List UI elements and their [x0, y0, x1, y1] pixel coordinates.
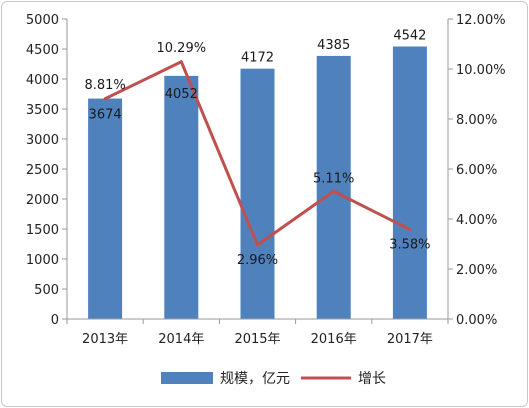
right-tick-label: 12.00% — [456, 13, 506, 28]
right-tick-label: 2.00% — [456, 263, 497, 278]
bar-series — [88, 46, 427, 320]
legend-label-growth: 增长 — [358, 371, 386, 387]
growth-point — [332, 189, 336, 193]
left-tick-label: 3500 — [26, 103, 59, 118]
bar-value-label: 4172 — [241, 51, 274, 66]
bar-value-label: 4052 — [165, 87, 198, 102]
left-tick-label: 4500 — [26, 43, 59, 58]
growth-point — [256, 243, 259, 247]
x-tick-label: 2015年 — [234, 332, 280, 347]
bar — [240, 68, 275, 320]
bar-value-label: 3674 — [89, 108, 122, 123]
legend-label-scale: 规模，亿元 — [220, 371, 290, 387]
bar — [88, 98, 123, 319]
left-tick-label: 2500 — [26, 163, 59, 178]
right-tick-label: 4.00% — [456, 213, 497, 228]
x-tick-label: 2016年 — [311, 332, 357, 347]
axes: 0 500 1000 1500 2000 2500 3000 3500 4000 4500 5000… — [26, 13, 506, 347]
growth-value-label: 10.29% — [157, 41, 207, 56]
data-labels: 3674 4052 4172 4385 4542 8.81% 10.29% 2.96% 5.11… — [84, 28, 430, 268]
bar — [164, 75, 199, 319]
right-tick-label: 10.00% — [456, 63, 506, 78]
legend-swatch-scale — [161, 372, 213, 384]
left-tick-label: 2000 — [26, 193, 59, 208]
x-tick-label: 2014年 — [158, 332, 204, 347]
growth-point — [408, 228, 412, 231]
x-tick-label: 2017年 — [387, 332, 433, 347]
right-tick-label: 8.00% — [456, 113, 497, 128]
left-tick-label: 1000 — [26, 253, 59, 268]
right-tick-label: 6.00% — [456, 163, 497, 178]
left-tick-label: 3000 — [26, 133, 59, 148]
growth-value-label: 5.11% — [313, 171, 354, 186]
x-tick-label: 2013年 — [82, 332, 128, 347]
growth-point — [103, 97, 107, 101]
left-tick-label: 5000 — [26, 13, 59, 28]
left-tick-label: 1500 — [26, 223, 59, 238]
left-tick-label: 0 — [51, 313, 59, 328]
left-tick-label: 4000 — [26, 73, 59, 88]
bar-value-label: 4385 — [317, 38, 350, 53]
growth-value-label: 2.96% — [237, 253, 278, 268]
line-series — [103, 60, 412, 247]
growth-point — [179, 60, 183, 64]
growth-value-label: 8.81% — [84, 78, 125, 93]
right-tick-label: 0.00% — [456, 313, 497, 328]
bar — [316, 55, 351, 320]
bar-value-label: 4542 — [393, 28, 426, 43]
bar — [392, 46, 427, 319]
legend: 规模，亿元 增长 — [161, 371, 386, 387]
left-tick-label: 500 — [34, 283, 59, 298]
growth-value-label: 3.58% — [389, 238, 430, 253]
